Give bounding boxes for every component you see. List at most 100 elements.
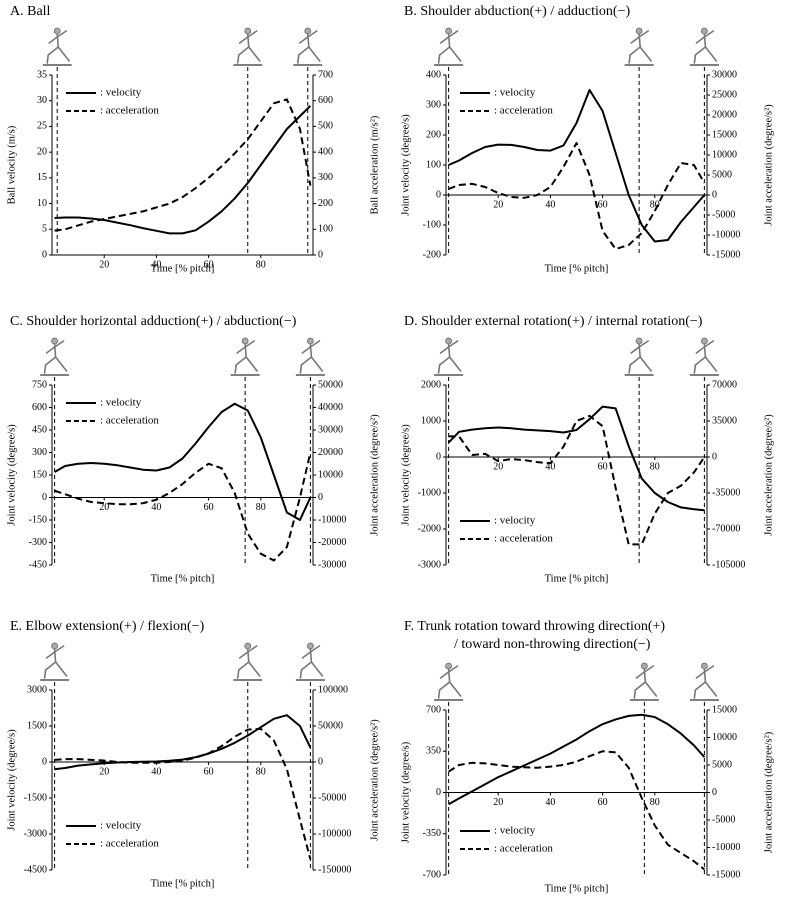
y2-tick-label: 400 (318, 146, 333, 157)
x-tick-label: 40 (545, 199, 555, 210)
icon-leg (236, 669, 240, 679)
icon-leg (247, 661, 261, 677)
icon-leg (43, 364, 47, 374)
y2-tick-label: 100000 (318, 684, 348, 695)
series-line (448, 713, 706, 806)
x-tick-label: 80 (650, 461, 660, 472)
pitcher-icon (295, 337, 325, 376)
icon-arm (439, 671, 450, 679)
x-tick-label: 40 (545, 797, 555, 808)
icon-leg (438, 46, 451, 56)
y-tick-label: 35 (37, 69, 47, 80)
x-tick-label: 40 (151, 259, 161, 270)
y2-tick-label: -10000 (318, 514, 346, 525)
icon-arm (309, 645, 321, 653)
y2-tick-label: 20000 (712, 109, 737, 120)
y-tick-label: -350 (423, 828, 441, 839)
y-tick-label: 5 (42, 224, 47, 235)
y-tick-label: -1000 (418, 487, 441, 498)
y2-tick-label: -100000 (318, 828, 351, 839)
series-line (54, 714, 312, 771)
y2-axis-label: Ball acceleration (m/s²) (369, 115, 380, 214)
x-axis-label: Time [% pitch] (545, 573, 609, 584)
icon-arm (298, 36, 309, 44)
legend-label: : acceleration (494, 843, 553, 855)
y2-tick-label: 10000 (712, 149, 737, 160)
y-tick-label: -100 (423, 219, 441, 230)
y2-tick-label: 0 (318, 249, 323, 260)
pitcher-icon (434, 662, 464, 701)
y2-tick-label: 15000 (712, 704, 737, 715)
y-tick-label: 200 (426, 129, 441, 140)
y-tick-label: 0 (436, 451, 441, 462)
icon-arm (306, 30, 318, 38)
y2-tick-label: -5000 (712, 209, 735, 220)
y2-tick-label: 600 (318, 95, 333, 106)
icon-leg (633, 689, 637, 699)
y-tick-label: 400 (426, 69, 441, 80)
y2-tick-label: -50000 (318, 792, 346, 803)
x-tick-label: 20 (99, 502, 109, 513)
icon-arm (695, 36, 706, 44)
icon-arm (638, 340, 649, 348)
series-line (447, 405, 705, 512)
pitcher-icon (689, 662, 719, 701)
y2-tick-label: -150000 (318, 864, 351, 875)
icon-arm (48, 36, 59, 44)
y2-tick-label: 0 (318, 492, 323, 503)
pitcher-icon (293, 27, 323, 66)
y2-tick-label: 20000 (318, 447, 343, 458)
y-tick-label: -200 (423, 249, 441, 260)
x-tick-label: 60 (598, 461, 608, 472)
series-line (54, 402, 312, 521)
icon-leg (694, 356, 707, 366)
y-tick-label: 0 (436, 189, 441, 200)
chart-title: C. Shoulder horizontal adduction(+) / ab… (10, 314, 297, 329)
y2-tick-label: 50000 (318, 379, 343, 390)
y2-tick-label: -30000 (318, 559, 346, 570)
icon-arm (53, 645, 65, 653)
y-tick-label: 750 (32, 379, 47, 390)
y-tick-label: 300 (32, 447, 47, 458)
y2-tick-label: 30000 (712, 69, 737, 80)
x-tick-label: 60 (598, 199, 608, 210)
y-tick-label: 0 (436, 787, 441, 798)
icon-head (53, 27, 61, 35)
icon-leg (629, 356, 641, 366)
y-tick-label: 150 (32, 469, 47, 480)
icon-head (306, 337, 314, 345)
y2-tick-label: 25000 (712, 89, 737, 100)
y2-tick-label: 0 (318, 756, 323, 767)
x-tick-label: 20 (99, 766, 109, 777)
icon-leg (438, 356, 451, 366)
icon-leg (237, 46, 250, 56)
icon-leg (296, 54, 300, 64)
icon-arm (246, 30, 258, 38)
y-tick-label: 10 (37, 198, 47, 209)
icon-leg (236, 54, 240, 64)
icon-leg (693, 54, 697, 64)
icon-leg (448, 681, 462, 697)
x-tick-label: 20 (99, 259, 109, 270)
icon-leg (438, 681, 451, 691)
y-tick-label: 1500 (27, 720, 47, 731)
icon-leg (634, 681, 647, 691)
icon-leg (297, 46, 310, 56)
icon-head (445, 662, 453, 670)
series-line (448, 414, 706, 546)
icon-leg (247, 46, 261, 62)
icon-leg (43, 669, 47, 679)
pitcher-icon (434, 27, 464, 66)
y-tick-label: -450 (29, 559, 47, 570)
icon-arm (301, 651, 312, 659)
icon-arm (643, 665, 655, 673)
x-tick-label: 60 (204, 259, 214, 270)
x-tick-label: 80 (256, 259, 266, 270)
icon-arm (447, 665, 459, 673)
legend-label: : acceleration (100, 838, 159, 850)
icon-leg (300, 661, 313, 671)
icon-leg (46, 54, 50, 64)
y2-tick-label: 0 (712, 787, 717, 798)
icon-leg (437, 689, 441, 699)
legend-label: : velocity (494, 515, 536, 527)
